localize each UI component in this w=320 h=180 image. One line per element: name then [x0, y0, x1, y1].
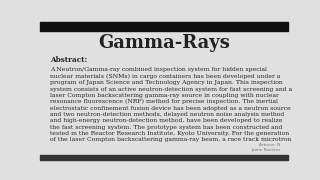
Bar: [40, 155, 288, 160]
Text: A Neutron/Gamma-ray combined inspection system for hidden special
nuclear materi: A Neutron/Gamma-ray combined inspection …: [50, 67, 292, 142]
Text: Abstract:: Abstract:: [50, 56, 87, 64]
Text: Artnum: N
Jaime Ramirez: Artnum: N Jaime Ramirez: [251, 143, 281, 152]
Text: Gamma-Rays: Gamma-Rays: [98, 34, 230, 52]
Bar: [40, 22, 288, 31]
